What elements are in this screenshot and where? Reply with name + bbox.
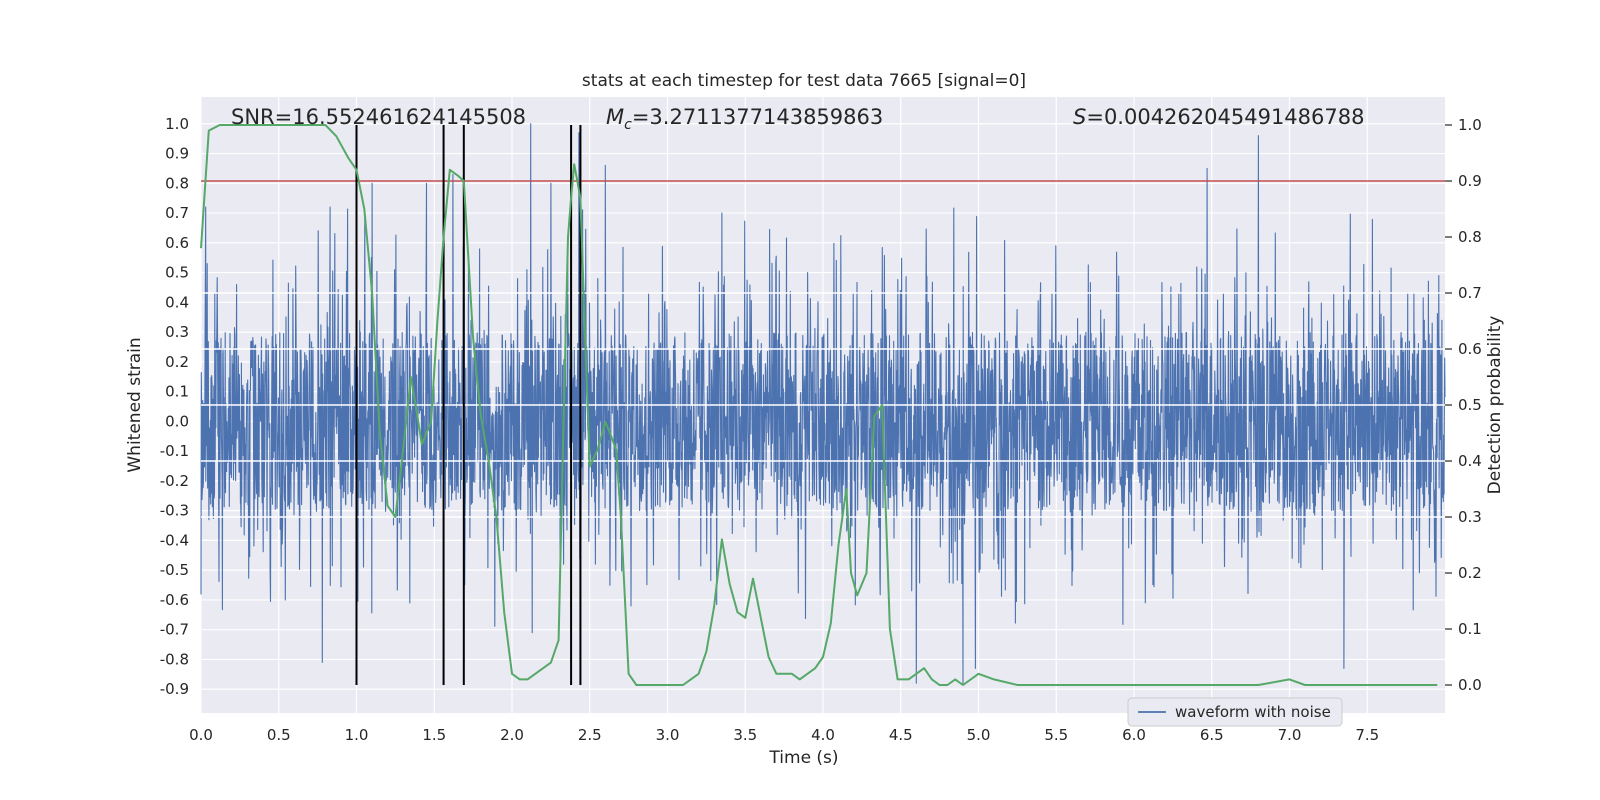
x-tick-label: 7.5	[1355, 726, 1379, 744]
x-tick-label: 6.0	[1122, 726, 1146, 744]
left-y-tick-label: 0.3	[165, 323, 189, 341]
x-tick-label: 4.0	[811, 726, 835, 744]
x-tick-label: 2.0	[500, 726, 524, 744]
left-y-tick-label: -0.6	[160, 591, 189, 609]
x-tick-label: 3.5	[733, 726, 757, 744]
left-y-tick-label: 0.2	[165, 353, 189, 371]
mc-value: =3.2711377143859863	[632, 105, 883, 129]
left-y-tick-label: -0.5	[160, 561, 189, 579]
left-y-tick-label: -0.9	[160, 680, 189, 698]
left-y-tick-label: -0.7	[160, 621, 189, 639]
x-tick-label: 3.0	[656, 726, 680, 744]
chart-title: stats at each timestep for test data 766…	[582, 71, 1026, 91]
right-y-tick-label: 0.3	[1458, 508, 1482, 526]
right-y-axis-label: Detection probability	[1485, 316, 1505, 495]
left-y-tick-label: 0.8	[165, 174, 189, 192]
chirp-mass-annotation: Mc=3.2711377143859863	[606, 105, 883, 133]
s-value: =0.004262045491486788	[1086, 105, 1364, 129]
legend-label-waveform: waveform with noise	[1175, 703, 1331, 721]
x-axis-ticks: 0.0 0.5 1.0 1.5 2.0 2.5 3.0 3.5 4.0 4.5 5.0 5.5 6.0 6…	[189, 726, 1379, 744]
right-y-tick-label: 0.7	[1458, 284, 1482, 302]
x-axis-label: Time (s)	[768, 748, 838, 768]
x-tick-label: 6.5	[1200, 726, 1224, 744]
vertical-marker-lines	[355, 125, 582, 685]
left-y-tick-label: 1.0	[165, 115, 189, 133]
right-y-tick-label: 0.6	[1458, 340, 1482, 358]
left-y-tick-label: 0.7	[165, 204, 189, 222]
x-tick-label: 0.0	[189, 726, 213, 744]
x-tick-label: 4.5	[889, 726, 913, 744]
waveform-with-noise-line	[200, 123, 1446, 684]
left-y-axis-label: Whitened strain	[125, 337, 145, 472]
s-annotation: S=0.004262045491486788	[1073, 105, 1364, 129]
snr-prefix: SNR	[231, 105, 275, 129]
snr-annotation: SNR=16.552461624145508	[231, 105, 526, 129]
right-y-tick-label: 0.2	[1458, 564, 1482, 582]
left-y-tick-label: 0.1	[165, 383, 189, 401]
left-y-tick-label: 0.6	[165, 234, 189, 252]
left-y-tick-label: 0.5	[165, 264, 189, 282]
left-y-tick-label: 0.9	[165, 145, 189, 163]
right-y-tick-label: 0.4	[1458, 452, 1482, 470]
left-y-tick-label: -0.8	[160, 650, 189, 668]
probability-series	[200, 124, 1438, 686]
legend: waveform with noise	[1127, 697, 1343, 727]
x-tick-label: 5.5	[1044, 726, 1068, 744]
left-y-tick-label: -0.4	[160, 531, 189, 549]
left-y-tick-label: 0.0	[165, 412, 189, 430]
x-tick-label: 1.0	[345, 726, 369, 744]
mc-subscript: c	[624, 117, 632, 133]
x-tick-label: 0.5	[267, 726, 291, 744]
right-y-tick-label: 1.0	[1458, 116, 1482, 134]
x-tick-label: 1.5	[422, 726, 446, 744]
left-y-tick-label: -0.3	[160, 502, 189, 520]
right-y-tick-label: 0.0	[1458, 676, 1482, 694]
detection-probability-line	[200, 124, 1438, 686]
legend-box	[1127, 697, 1343, 727]
s-symbol: S	[1073, 105, 1086, 129]
left-y-tick-label: -0.1	[160, 442, 189, 460]
left-y-tick-label: -0.2	[160, 472, 189, 490]
right-y-axis-ticks: 1.0 0.9 0.8 0.7 0.6 0.5 0.4 0.3 0.2 0.1 0.0	[1445, 116, 1482, 694]
x-tick-label: 7.0	[1278, 726, 1302, 744]
snr-value: =16.552461624145508	[275, 105, 526, 129]
right-y-tick-label: 0.1	[1458, 620, 1482, 638]
x-tick-label: 5.0	[967, 726, 991, 744]
x-tick-label: 2.5	[578, 726, 602, 744]
strain-series	[200, 123, 1446, 684]
right-y-tick-label: 0.8	[1458, 228, 1482, 246]
left-y-tick-label: 0.4	[165, 293, 189, 311]
mc-symbol: M	[606, 105, 624, 129]
right-y-tick-label: 0.5	[1458, 396, 1482, 414]
right-y-tick-label: 0.9	[1458, 172, 1482, 190]
left-y-axis-ticks: 1.0 0.9 0.8 0.7 0.6 0.5 0.4 0.3 0.2 0.1 0.0 -0.1 -0.…	[160, 115, 189, 698]
